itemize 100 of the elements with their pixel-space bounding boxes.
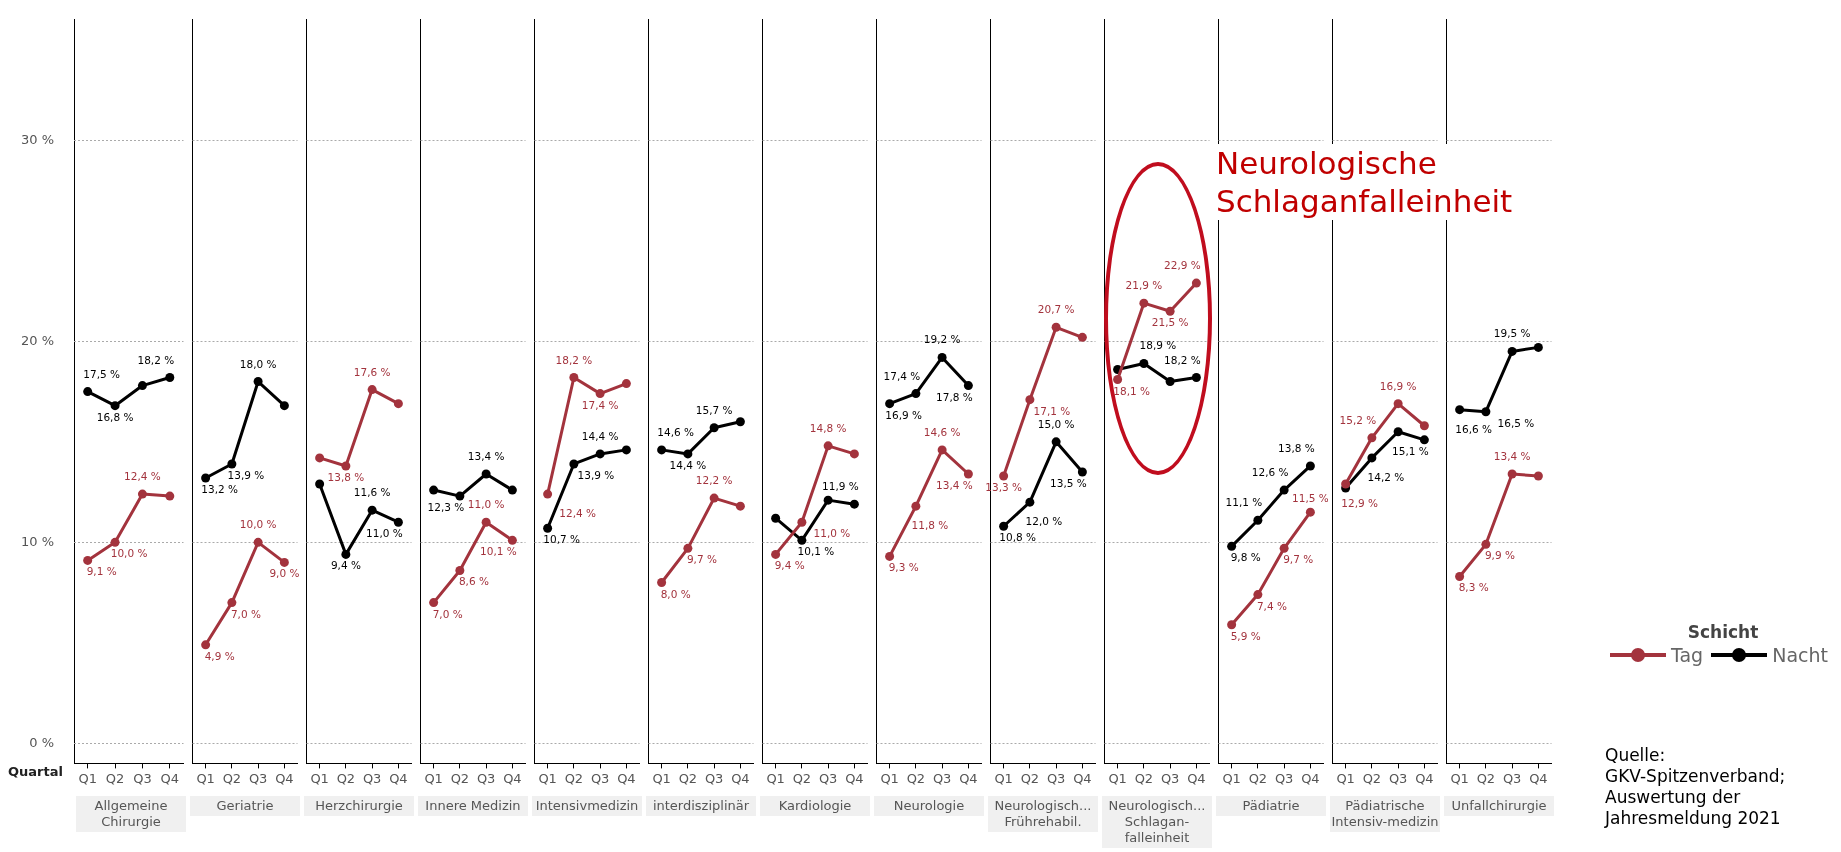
point <box>315 453 325 463</box>
point <box>1139 298 1149 308</box>
data-label: 19,2 % <box>923 333 961 346</box>
x-tick-label: Q2 <box>906 770 926 786</box>
x-tick-label: Q3 <box>476 770 496 786</box>
data-label: 14,6 % <box>657 425 694 438</box>
point <box>481 517 491 527</box>
point <box>823 441 833 451</box>
data-label: 18,9 % <box>1139 339 1177 352</box>
x-axis-title: Neurologie <box>874 796 984 816</box>
data-label: 9,4 % <box>774 559 805 572</box>
point <box>429 485 439 495</box>
data-label: 13,5 % <box>1050 476 1087 489</box>
x-tick-label: Q2 <box>1134 770 1154 786</box>
point <box>165 491 175 501</box>
data-label: 13,4 % <box>936 478 973 491</box>
data-label: 12,4 % <box>559 507 596 520</box>
point <box>1367 453 1377 463</box>
x-tick-label: Q3 <box>1160 770 1180 786</box>
x-tick-label: Q3 <box>1046 770 1066 786</box>
data-label: 11,0 % <box>366 527 403 540</box>
data-label: 9,7 % <box>1283 553 1314 566</box>
point <box>1191 373 1201 383</box>
data-label: 21,9 % <box>1125 279 1163 292</box>
y-tick-label: 30 % <box>20 131 54 147</box>
data-label: 20,7 % <box>1037 303 1075 316</box>
x-tick-label: Q4 <box>160 770 180 786</box>
data-label: 11,0 % <box>467 498 505 511</box>
data-label: 9,7 % <box>686 553 717 566</box>
point <box>1341 479 1351 489</box>
data-label: 12,0 % <box>1025 515 1063 528</box>
point <box>911 389 921 399</box>
data-label: 16,9 % <box>1379 379 1417 392</box>
data-label: 11,1 % <box>1225 496 1263 509</box>
y-tick-label: 20 % <box>20 332 54 348</box>
x-tick-label: Q3 <box>1274 770 1294 786</box>
data-label: 14,4 % <box>581 429 619 442</box>
x-tick-label: Q4 <box>1187 770 1206 786</box>
source-note: Quelle: GKV-Spitzenverband; Auswertung der Jahresmeldung 2021 <box>1605 745 1786 828</box>
legend-label: Nacht <box>1772 644 1828 666</box>
point <box>1419 421 1429 431</box>
x-axis-title: Kardiologie <box>760 796 870 816</box>
x-axis-title: Pädiatrie <box>1216 796 1326 816</box>
point <box>393 517 403 527</box>
data-label: 4,9 % <box>204 649 235 662</box>
point <box>1419 435 1429 445</box>
point <box>507 485 517 495</box>
x-tick-label: Q1 <box>78 770 97 786</box>
point <box>1305 461 1315 471</box>
x-axis-title: Geriatrie <box>190 796 300 816</box>
x-tick-label: Q1 <box>880 770 899 786</box>
x-tick-label: Q3 <box>1502 770 1522 786</box>
x-tick-label: Q3 <box>1388 770 1408 786</box>
point <box>735 417 745 427</box>
point <box>110 537 120 547</box>
data-label: 8,6 % <box>458 575 489 588</box>
data-label: 16,9 % <box>885 408 922 421</box>
point <box>1113 375 1123 385</box>
data-label: 22,9 % <box>1164 259 1201 272</box>
x-axis-title: Unfallchirurgie <box>1444 796 1554 816</box>
data-label: 14,6 % <box>923 425 961 438</box>
point <box>1253 515 1263 525</box>
point <box>481 469 491 479</box>
data-label: 13,8 % <box>1278 441 1315 454</box>
data-label: 9,9 % <box>1484 549 1515 562</box>
data-label: 7,4 % <box>1256 599 1287 612</box>
x-tick-label: Q3 <box>704 770 724 786</box>
x-tick-label: Q2 <box>1476 770 1496 786</box>
x-tick-label: Q2 <box>792 770 812 786</box>
point <box>849 449 859 459</box>
point <box>1455 572 1465 581</box>
point <box>937 445 947 455</box>
point <box>735 501 745 511</box>
data-label: 9,1 % <box>86 565 117 578</box>
point <box>1165 377 1175 387</box>
x-tick-label: Q2 <box>1248 770 1268 786</box>
point <box>797 535 807 545</box>
point <box>279 557 289 567</box>
x-tick-label: Q3 <box>248 770 268 786</box>
x-axis-title: interdisziplinär <box>646 796 756 816</box>
point <box>1077 332 1087 342</box>
data-label: 12,2 % <box>695 474 733 487</box>
data-label: 12,6 % <box>1251 466 1289 479</box>
x-tick-label: Q4 <box>617 770 636 786</box>
x-tick-label: Q4 <box>389 770 408 786</box>
data-label: 13,9 % <box>227 468 265 481</box>
data-label: 16,8 % <box>96 410 134 423</box>
point <box>1051 437 1061 447</box>
x-tick-label: Q4 <box>845 770 864 786</box>
text: Quartal <box>8 764 63 779</box>
data-label: 18,2 % <box>555 353 593 366</box>
point <box>455 491 465 501</box>
data-label: 5,9 % <box>1230 629 1261 642</box>
point <box>341 461 351 471</box>
x-tick-label: Q1 <box>310 770 329 786</box>
x-tick-label: Q4 <box>731 770 750 786</box>
x-tick-label: Q2 <box>336 770 356 786</box>
data-label: 19,5 % <box>1493 327 1531 340</box>
point <box>315 479 325 489</box>
point <box>683 449 693 459</box>
